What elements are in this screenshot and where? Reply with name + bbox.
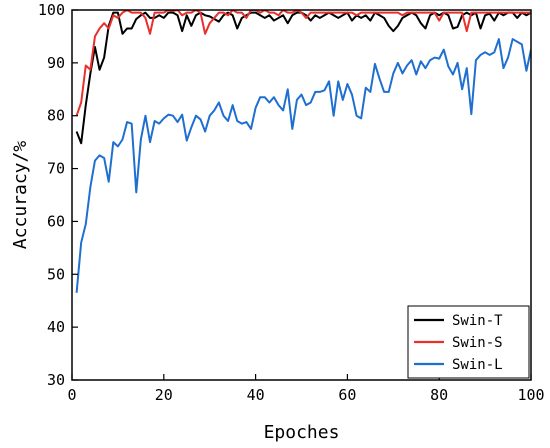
series-line-swin-l xyxy=(75,38,531,293)
legend-label: Swin-T xyxy=(452,313,503,329)
ticks-layer: 0 20 40 60 80 100 30 40 50 60 70 80 90 100 xyxy=(38,1,545,404)
y-tick-label: 100 xyxy=(38,1,65,19)
y-tick-label: 80 xyxy=(47,107,65,125)
series-layer xyxy=(75,10,531,293)
x-tick-label: 20 xyxy=(155,386,173,404)
x-axis-label: Epoches xyxy=(264,422,340,443)
y-tick-label: 30 xyxy=(47,371,65,389)
x-tick-label: 100 xyxy=(517,386,544,404)
x-tick-label: 40 xyxy=(247,386,265,404)
legend-label: Swin-L xyxy=(452,357,503,373)
x-tick-label: 60 xyxy=(338,386,356,404)
y-tick-label: 90 xyxy=(47,54,65,72)
legend-label: Swin-S xyxy=(452,335,503,351)
x-tick-label: 0 xyxy=(67,386,76,404)
y-tick-label: 40 xyxy=(47,318,65,336)
x-tick-label: 80 xyxy=(430,386,448,404)
y-axis-label: Accuracy/% xyxy=(10,141,31,250)
y-tick-label: 70 xyxy=(47,160,65,178)
plot-frame xyxy=(71,9,532,381)
series-line-swin-s xyxy=(75,10,531,117)
y-tick-label: 60 xyxy=(47,212,65,230)
y-tick-label: 50 xyxy=(47,265,65,283)
legend: Swin-T Swin-S Swin-L xyxy=(407,305,530,379)
